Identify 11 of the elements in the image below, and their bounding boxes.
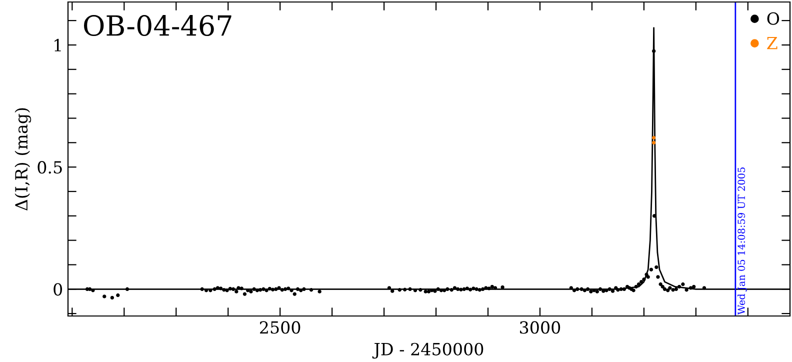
chart-title: OB-04-467 (84, 15, 232, 36)
x-tick-label: 3000 (520, 321, 560, 334)
y-axis-title: Δ(I,R) (mag) (14, 108, 32, 210)
annotation: Wed Jan 05 14:08:59 UT 2005 (738, 167, 747, 315)
legend-label: O (767, 12, 780, 25)
y-tick-label: 0 (54, 283, 62, 296)
legend-label: Z (767, 36, 778, 50)
y-tick-label: 1 (54, 38, 61, 52)
x-tick-label: 2500 (260, 321, 300, 334)
x-axis-title: JD - 2450000 (372, 342, 484, 359)
y-tick-label: 0.5 (38, 161, 62, 174)
